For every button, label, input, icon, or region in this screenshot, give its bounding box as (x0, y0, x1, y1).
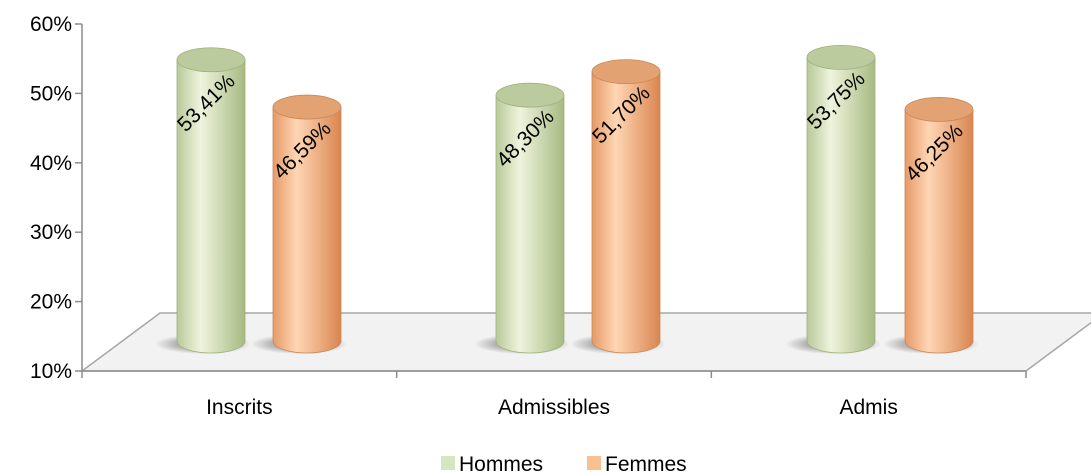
bar-top (806, 44, 876, 70)
bar-top (272, 94, 342, 120)
bar-top (176, 47, 246, 73)
legend-swatch (441, 456, 455, 470)
bar-femmes-admissibles: 51,70% (570, 59, 666, 354)
x-category-label: Admis (839, 396, 897, 419)
bar-hommes-inscrits: 53,41% (155, 47, 251, 354)
bar-body (591, 71, 661, 354)
y-tick-label: 40% (30, 152, 72, 175)
bar-top (591, 59, 661, 85)
legend-label: Femmes (605, 453, 687, 475)
bar-femmes-admis: 46,25% (883, 97, 979, 354)
bar-hommes-admis: 53,75% (785, 44, 881, 354)
legend-swatch (587, 456, 601, 470)
legend-item-femmes: Femmes (587, 453, 687, 475)
bar-body (806, 56, 876, 354)
y-tick-label: 20% (30, 291, 72, 314)
bar-body (904, 109, 974, 354)
bar-hommes-admissibles: 48,30% (474, 82, 570, 354)
y-axis: 10% 20% 30% 40% 50% 60% (30, 13, 83, 383)
x-category-label: Inscrits (206, 396, 273, 419)
bar-body (495, 94, 565, 354)
y-tick-label: 10% (30, 360, 72, 383)
y-tick-label: 50% (30, 82, 72, 105)
bar-top (495, 82, 565, 108)
legend-item-hommes: Hommes (441, 453, 543, 475)
bar-femmes-inscrits: 46,59% (251, 94, 347, 354)
y-tick-label: 60% (30, 13, 72, 36)
x-axis: Inscrits Admissibles Admis (81, 370, 1027, 419)
y-tick-label: 30% (30, 221, 72, 244)
legend: Hommes Femmes (441, 453, 687, 475)
bar-top (904, 97, 974, 122)
bar-body (272, 106, 342, 354)
x-category-label: Admissibles (498, 396, 610, 419)
bars: 53,41%46,59% 48,30% 51,70% 53,75%46,25% (155, 44, 979, 354)
bar-body (176, 59, 246, 354)
legend-label: Hommes (459, 453, 543, 475)
